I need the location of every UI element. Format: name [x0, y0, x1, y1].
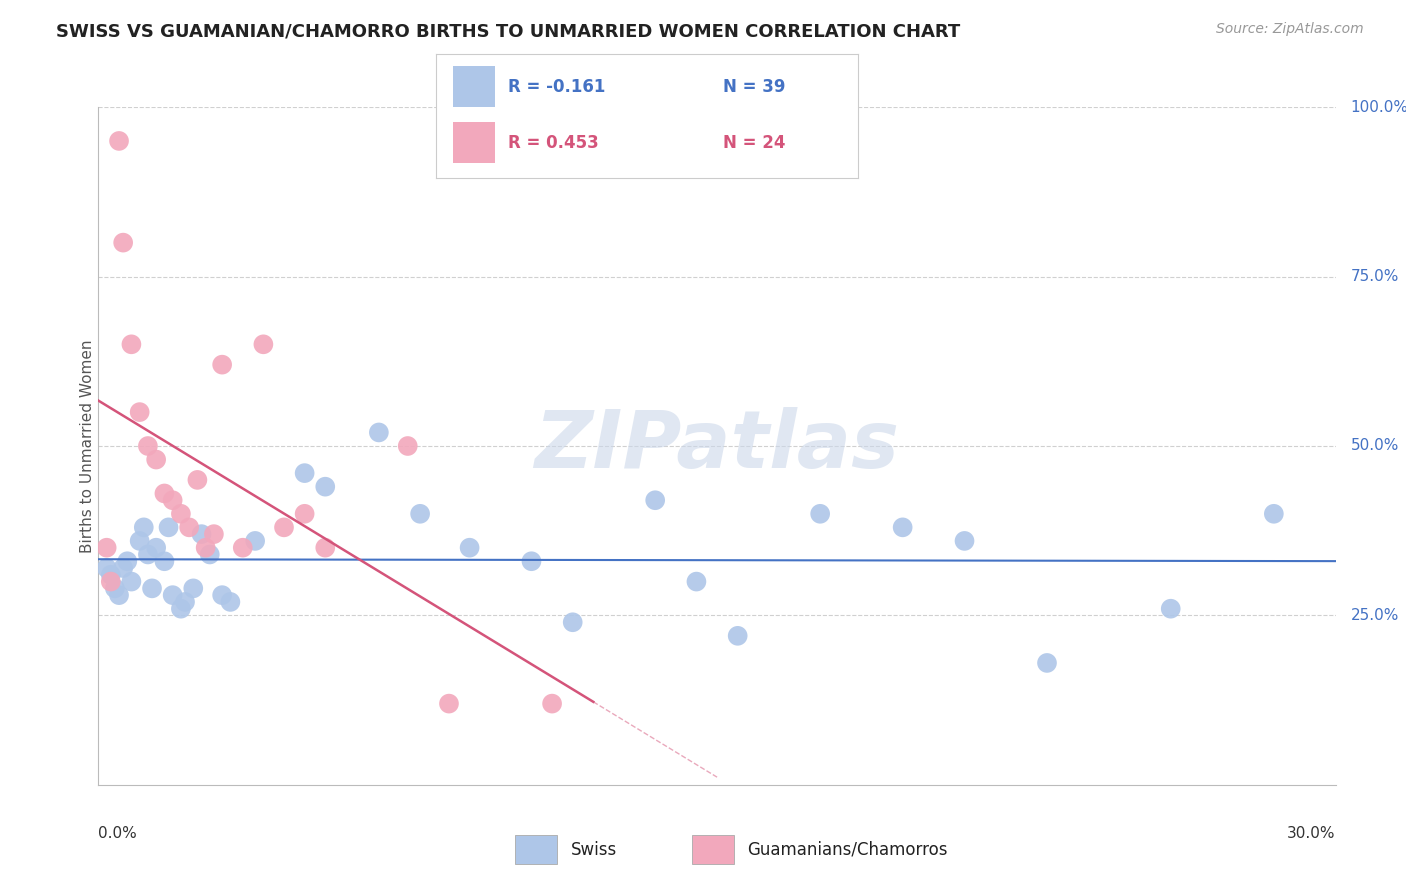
Point — [162, 493, 184, 508]
Point — [891, 520, 914, 534]
Point — [141, 582, 163, 596]
Point — [153, 486, 176, 500]
Point — [108, 134, 131, 148]
Text: Swiss: Swiss — [571, 840, 617, 859]
Text: Source: ZipAtlas.com: Source: ZipAtlas.com — [1216, 22, 1364, 37]
Point — [120, 337, 142, 351]
Point — [561, 615, 583, 630]
Point — [120, 574, 142, 589]
Text: SWISS VS GUAMANIAN/CHAMORRO BIRTHS TO UNMARRIED WOMEN CORRELATION CHART: SWISS VS GUAMANIAN/CHAMORRO BIRTHS TO UN… — [56, 22, 960, 40]
Point — [128, 405, 150, 419]
Point — [162, 588, 184, 602]
Point — [1036, 656, 1059, 670]
Point — [953, 533, 976, 548]
Text: 75.0%: 75.0% — [1351, 269, 1399, 284]
Text: 30.0%: 30.0% — [1288, 826, 1336, 840]
Point — [96, 541, 118, 555]
Point — [232, 541, 254, 555]
Point — [409, 507, 432, 521]
Point — [314, 541, 336, 555]
Point — [194, 541, 217, 555]
Point — [104, 582, 127, 596]
Point — [644, 493, 666, 508]
Text: N = 24: N = 24 — [723, 135, 785, 153]
Point — [100, 567, 122, 582]
Text: 0.0%: 0.0% — [98, 826, 138, 840]
Point — [136, 548, 159, 562]
Point — [100, 574, 122, 589]
Point — [145, 541, 167, 555]
Point — [437, 697, 460, 711]
Point — [112, 561, 135, 575]
Point — [108, 588, 131, 602]
Point — [132, 520, 155, 534]
Point — [117, 554, 139, 568]
Point — [190, 527, 212, 541]
Text: 50.0%: 50.0% — [1351, 439, 1399, 453]
Point — [808, 507, 831, 521]
Point — [367, 425, 389, 440]
Point — [145, 452, 167, 467]
Point — [186, 473, 208, 487]
Point — [520, 554, 543, 568]
Text: R = -0.161: R = -0.161 — [508, 78, 605, 96]
FancyBboxPatch shape — [692, 835, 734, 864]
Point — [1263, 507, 1285, 521]
Point — [211, 358, 233, 372]
Text: ZIPatlas: ZIPatlas — [534, 407, 900, 485]
Point — [174, 595, 197, 609]
Point — [157, 520, 180, 534]
Point — [170, 601, 193, 615]
Point — [211, 588, 233, 602]
Point — [181, 582, 204, 596]
Point — [128, 533, 150, 548]
FancyBboxPatch shape — [453, 122, 495, 163]
Point — [179, 520, 201, 534]
Text: Guamanians/Chamorros: Guamanians/Chamorros — [748, 840, 948, 859]
Text: R = 0.453: R = 0.453 — [508, 135, 599, 153]
Point — [170, 507, 193, 521]
Point — [396, 439, 419, 453]
FancyBboxPatch shape — [516, 835, 557, 864]
Point — [243, 533, 266, 548]
Point — [112, 235, 135, 250]
Text: 100.0%: 100.0% — [1351, 100, 1406, 114]
Point — [314, 480, 336, 494]
Point — [1160, 601, 1182, 615]
Point — [273, 520, 295, 534]
Point — [153, 554, 176, 568]
Point — [96, 561, 118, 575]
Point — [294, 507, 316, 521]
Point — [727, 629, 749, 643]
Point — [252, 337, 274, 351]
Y-axis label: Births to Unmarried Women: Births to Unmarried Women — [80, 339, 94, 553]
Point — [202, 527, 225, 541]
Point — [219, 595, 242, 609]
Point — [541, 697, 564, 711]
Text: 25.0%: 25.0% — [1351, 608, 1399, 623]
FancyBboxPatch shape — [453, 66, 495, 107]
Point — [294, 466, 316, 480]
Point — [685, 574, 707, 589]
Point — [198, 548, 221, 562]
Point — [458, 541, 481, 555]
Point — [136, 439, 159, 453]
Text: N = 39: N = 39 — [723, 78, 785, 96]
